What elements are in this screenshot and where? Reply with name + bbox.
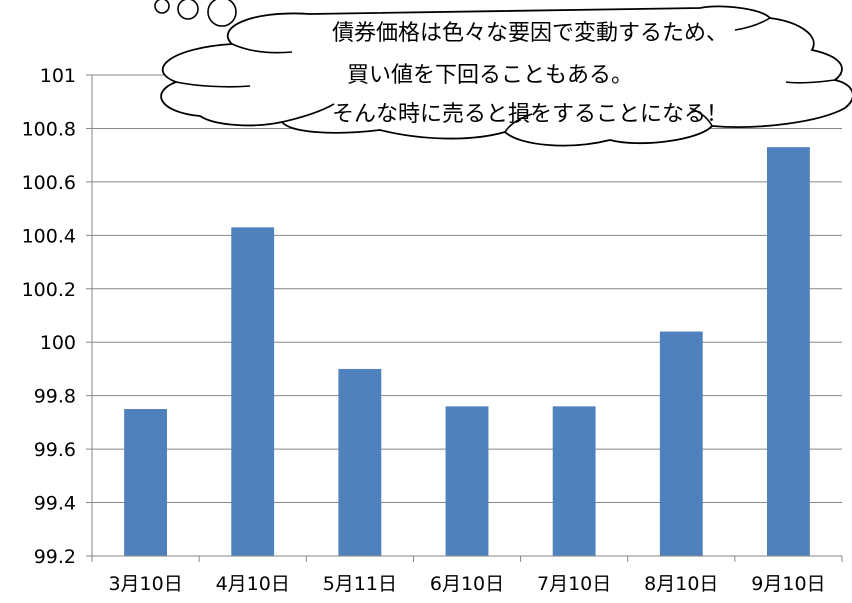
y-tick-label: 100.4	[22, 225, 76, 247]
bar	[124, 409, 167, 556]
x-tick-labels: 3月10日 4月10日 5月11日 6月10日 7月10日 8月10日 9月10日	[108, 573, 825, 595]
bubble-trail	[154, 0, 237, 27]
y-tick-label: 100	[40, 332, 76, 354]
y-tick-label: 100.6	[22, 172, 76, 194]
axes	[91, 75, 843, 562]
x-tick-label: 5月11日	[323, 573, 397, 595]
y-tick-label: 100.8	[22, 118, 76, 140]
annotation-line-2: 買い値を下回ることもある。	[347, 63, 633, 88]
x-tick-label: 4月10日	[216, 573, 290, 595]
bar	[659, 331, 703, 556]
thought-bubble: 債券価格は色々な要因で変動するため、 買い値を下回ることもある。 そんな時に売る…	[154, 0, 852, 147]
bubble-lobes	[175, 17, 836, 133]
bar	[552, 406, 596, 556]
bars	[124, 147, 810, 557]
x-tick-label: 6月10日	[430, 573, 504, 595]
annotation-line-1: 債券価格は色々な要因で変動するため、	[332, 21, 728, 46]
y-tick-label: 99.2	[34, 546, 76, 568]
x-tick-label: 3月10日	[108, 573, 182, 595]
bar	[231, 227, 275, 557]
bar	[767, 147, 810, 556]
x-tick-label: 9月10日	[751, 573, 825, 595]
x-tick-label: 7月10日	[537, 573, 611, 595]
annotation-line-3: そんな時に売ると損をすることになる！	[332, 102, 728, 127]
x-tick-label: 8月10日	[644, 573, 718, 595]
y-tick-label: 99.6	[34, 439, 76, 461]
y-tick-label: 99.8	[34, 386, 76, 408]
y-tick-labels: 99.2 99.4 99.6 99.8 100 100.2 100.4 100.6 100.8 1…	[22, 65, 76, 568]
y-tick-label: 101	[40, 65, 76, 87]
bubble-outline	[160, 5, 852, 147]
y-tick-label: 100.2	[22, 279, 76, 301]
y-tick-label: 99.4	[34, 493, 76, 515]
bar	[445, 406, 489, 556]
bar	[338, 368, 382, 556]
